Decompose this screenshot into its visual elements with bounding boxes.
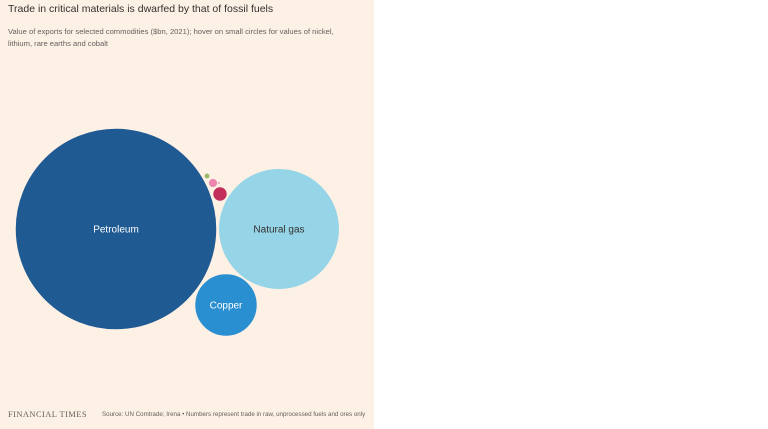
ft-logo: FINANCIAL TIMES <box>8 409 87 419</box>
chart-title: Trade in critical materials is dwarfed b… <box>8 3 274 15</box>
bubble-petroleum <box>14 127 218 331</box>
bubble-label-copper: Copper <box>210 301 243 312</box>
bubble-small-3[interactable] <box>212 186 228 202</box>
bubble-label-natural-gas: Natural gas <box>253 225 304 236</box>
bubble-chart: Petroleum Natural gas Copper <box>14 127 341 338</box>
chart-subtitle: Value of exports for selected commoditie… <box>8 27 334 48</box>
bubble-label-petroleum: Petroleum <box>93 225 139 236</box>
source-note: Source: UN Comtrade; Irena • Numbers rep… <box>102 411 366 418</box>
bubble-small-5[interactable] <box>203 172 211 180</box>
bubble-small-6[interactable] <box>217 181 221 185</box>
bubble-small-4[interactable] <box>208 178 218 188</box>
chart-panel: Trade in critical materials is dwarfed b… <box>0 0 374 429</box>
bubble-copper <box>193 272 259 338</box>
bubble-natural-gas <box>217 167 341 291</box>
